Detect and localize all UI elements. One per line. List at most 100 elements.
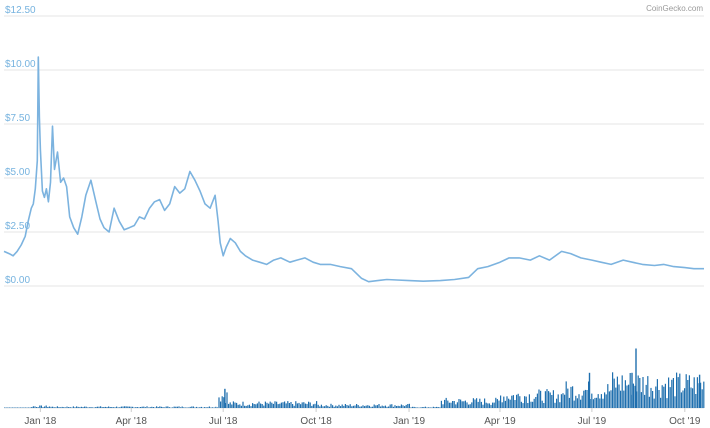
volume-bar — [532, 401, 534, 408]
volume-bar — [410, 407, 412, 408]
volume-bar — [258, 401, 260, 408]
volume-bar — [583, 390, 585, 408]
volume-bar — [408, 403, 410, 408]
volume-bar — [112, 407, 114, 408]
volume-bar — [93, 407, 95, 408]
volume-bar — [376, 405, 378, 408]
volume-bar — [324, 406, 326, 408]
y-axis-ticks: $0.00 $2.50 $5.00 $7.50 $10.00 $12.50 — [5, 5, 36, 286]
volume-bar — [242, 401, 244, 408]
volume-bar — [684, 388, 686, 408]
volume-bar — [380, 406, 382, 408]
volume-bar — [596, 397, 598, 408]
volume-bar — [151, 406, 153, 408]
volume-bar — [568, 397, 570, 408]
volume-bar — [559, 402, 561, 408]
volume-bar — [519, 396, 521, 408]
volume-bar — [354, 405, 356, 408]
volume-bar — [314, 403, 316, 408]
volume-bar — [253, 404, 255, 408]
volume-bar — [114, 407, 116, 408]
volume-bar — [696, 377, 698, 408]
volume-bar — [402, 405, 404, 408]
volume-bar — [404, 406, 406, 408]
volume-bar — [352, 405, 354, 408]
volume-bar — [80, 406, 82, 408]
volume-bar — [333, 406, 335, 408]
volume-bar — [21, 407, 23, 408]
volume-bar — [372, 406, 374, 408]
volume-bar — [274, 401, 276, 408]
volume-bar — [202, 407, 204, 408]
volume-bar — [7, 407, 9, 408]
volume-bar — [600, 394, 602, 408]
volume-bar — [234, 402, 236, 408]
volume-bar — [610, 390, 612, 408]
volume-spike — [698, 374, 701, 408]
volume-bar — [424, 406, 426, 408]
volume-bar — [472, 398, 474, 408]
volume-bar — [500, 395, 502, 408]
volume-bar — [663, 386, 665, 408]
volume-bar — [682, 390, 684, 408]
volume-bar — [458, 399, 460, 408]
volume-bar — [658, 390, 660, 408]
volume-bar — [269, 401, 271, 408]
volume-bar — [108, 406, 110, 408]
volume-bar — [493, 402, 495, 408]
x-tick-label: Apr '18 — [116, 416, 148, 427]
volume-bar — [444, 399, 446, 408]
volume-bar — [604, 392, 606, 408]
volume-bar — [160, 406, 162, 408]
volume-bar — [564, 394, 566, 408]
volume-bar — [96, 406, 98, 408]
volume-bar — [48, 406, 50, 408]
volume-bar — [237, 404, 239, 408]
volume-bar — [370, 406, 372, 408]
volume-bars — [4, 348, 705, 408]
volume-bar — [220, 401, 222, 408]
volume-bar — [613, 378, 615, 408]
volume-bar — [618, 384, 620, 408]
volume-bar — [325, 405, 327, 408]
volume-bar — [508, 398, 510, 408]
volume-bar — [192, 406, 194, 408]
volume-bar — [586, 390, 588, 408]
volume-bar — [250, 406, 252, 408]
volume-bar — [304, 403, 306, 408]
volume-bar — [469, 404, 471, 408]
volume-bar — [282, 402, 284, 408]
volume-bar — [343, 405, 345, 408]
volume-bar — [445, 397, 447, 408]
volume-bar — [175, 406, 177, 408]
volume-bar — [460, 399, 462, 408]
volume-bar — [154, 407, 156, 408]
volume-bar — [420, 407, 422, 408]
volume-bar — [391, 404, 393, 408]
volume-bar — [396, 406, 398, 408]
volume-bar — [389, 404, 391, 408]
volume-bar — [264, 401, 266, 408]
volume-bar — [39, 405, 41, 408]
volume-bar — [597, 394, 599, 408]
volume-bar — [263, 405, 265, 408]
volume-bar — [141, 406, 143, 408]
volume-bar — [650, 387, 652, 408]
volume-bar — [95, 407, 97, 408]
volume-bar — [272, 403, 274, 408]
volume-bar — [290, 402, 292, 408]
volume-bar — [68, 407, 70, 408]
volume-bar — [173, 406, 175, 408]
volume-bar — [125, 406, 127, 408]
volume-bar — [506, 396, 508, 408]
volume-bar — [136, 407, 138, 408]
volume-bar — [184, 407, 186, 408]
volume-bar — [92, 407, 94, 408]
volume-bar — [405, 404, 407, 408]
volume-bar — [338, 404, 340, 408]
volume-bar — [103, 407, 105, 408]
volume-bar — [53, 407, 55, 408]
volume-bar — [578, 394, 580, 408]
volume-bar — [492, 402, 494, 408]
volume-bar — [351, 406, 353, 408]
